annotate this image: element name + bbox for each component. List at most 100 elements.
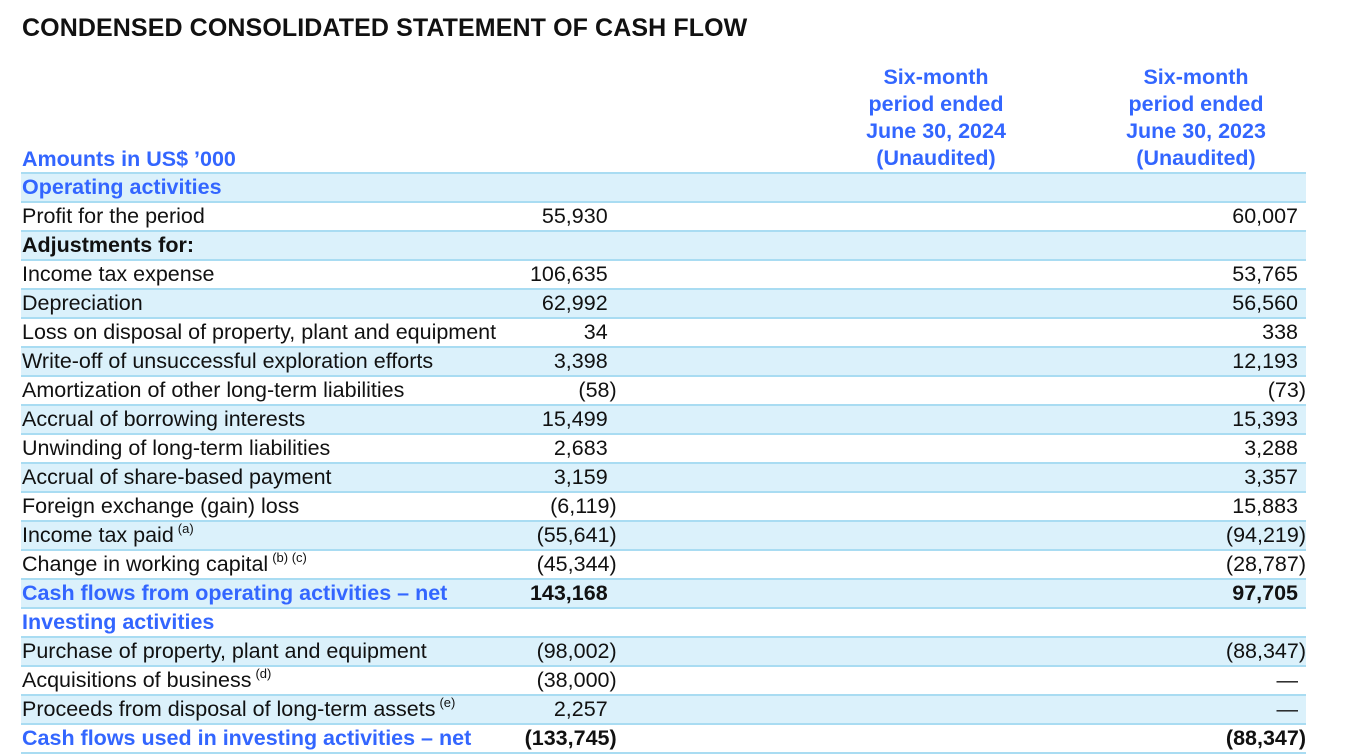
row-label-text: Change in working capital <box>22 552 269 576</box>
column-header-line: Six-month <box>1143 65 1249 89</box>
column-header-line: (Unaudited) <box>876 146 996 170</box>
row-label: Write-off of unsuccessful exploration ef… <box>21 347 450 377</box>
value-2024: 62,992 <box>449 289 878 319</box>
footnote-marker: (b) (c) <box>272 550 307 565</box>
value-2023 <box>877 608 1306 638</box>
value-2024: (55,641) <box>449 521 878 551</box>
row-label-text: Acquisitions of business <box>22 668 252 692</box>
value-2024: (38,000) <box>449 666 878 696</box>
row-label-text: Foreign exchange (gain) loss <box>22 494 300 518</box>
value-2023: 56,560 <box>877 289 1306 319</box>
table-row: Loss on disposal of property, plant and … <box>21 318 1306 348</box>
value-2024: 106,635 <box>449 260 878 290</box>
table-row: Income tax expense 106,635 53,765 <box>21 260 1306 290</box>
row-label-text: Purchase of property, plant and equipmen… <box>22 639 427 663</box>
table-row: Depreciation 62,992 56,560 <box>21 289 1306 319</box>
value-2023: 60,007 <box>877 202 1306 232</box>
value-2024 <box>449 231 878 261</box>
value-2023: (88,347) <box>877 637 1306 667</box>
row-label-text: Unwinding of long-term liabilities <box>22 436 331 460</box>
row-label: Cash flows from operating activities – n… <box>21 579 450 609</box>
table-row: Operating activities <box>21 174 1306 203</box>
row-label-text: Write-off of unsuccessful exploration ef… <box>22 349 434 373</box>
row-label-text: Investing activities <box>22 610 215 634</box>
row-label: Depreciation <box>21 289 450 319</box>
table-row: Accrual of share-based payment 3,159 3,3… <box>21 463 1306 493</box>
row-label: Foreign exchange (gain) loss <box>21 492 450 522</box>
footnote-marker: (a) <box>177 521 194 536</box>
row-label: Operating activities <box>21 174 450 203</box>
value-2024: 143,168 <box>449 579 878 609</box>
header-divider <box>21 172 1306 174</box>
value-2023: (88,347) <box>877 724 1306 754</box>
table-row: Amortization of other long-term liabilit… <box>21 376 1306 406</box>
value-2023: 15,883 <box>877 492 1306 522</box>
row-label-text: Adjustments for: <box>22 233 194 257</box>
value-2023: 15,393 <box>877 405 1306 435</box>
value-2024: 2,683 <box>449 434 878 464</box>
cash-flow-table: Operating activities Profit for the peri… <box>21 174 1306 754</box>
row-label-text: Accrual of share-based payment <box>22 465 332 489</box>
row-label: Adjustments for: <box>21 231 450 261</box>
value-2023: — <box>877 695 1306 725</box>
column-header-line: June 30, 2024 <box>866 119 1006 143</box>
value-2024: (98,002) <box>449 637 878 667</box>
table-row: Adjustments for: <box>21 231 1306 261</box>
row-label: Income tax paid (a) <box>21 521 450 551</box>
value-2024: 3,398 <box>449 347 878 377</box>
row-label: Accrual of borrowing interests <box>21 405 450 435</box>
table-row: Cash flows from operating activities – n… <box>21 579 1306 609</box>
row-label-text: Amortization of other long-term liabilit… <box>22 378 405 402</box>
row-label: Loss on disposal of property, plant and … <box>21 318 496 348</box>
row-label-text: Cash flows from operating activities – n… <box>22 581 448 605</box>
value-2023: 53,765 <box>877 260 1306 290</box>
table-row: Foreign exchange (gain) loss (6,119) 15,… <box>21 492 1306 522</box>
value-2024: 15,499 <box>449 405 878 435</box>
row-label-text: Loss on disposal of property, plant and … <box>22 320 497 344</box>
column-header-line: Six-month <box>883 65 989 89</box>
row-label: Change in working capital (b) (c) <box>21 550 450 580</box>
row-label: Acquisitions of business (d) <box>21 666 450 696</box>
row-label: Investing activities <box>21 608 450 638</box>
row-label: Accrual of share-based payment <box>21 463 450 493</box>
table-row: Write-off of unsuccessful exploration ef… <box>21 347 1306 377</box>
row-label: Cash flows used in investing activities … <box>21 724 471 754</box>
amounts-unit-label: Amounts in US$ ’000 <box>22 147 236 171</box>
column-header-line: June 30, 2023 <box>1126 119 1266 143</box>
value-2024: (58) <box>449 376 878 406</box>
value-2024 <box>449 174 878 203</box>
row-label-text: Accrual of borrowing interests <box>22 407 306 431</box>
table-row: Cash flows used in investing activities … <box>21 724 1306 754</box>
row-label: Purchase of property, plant and equipmen… <box>21 637 450 667</box>
table-row: Income tax paid (a) (55,641) (94,219) <box>21 521 1306 551</box>
value-2024: 2,257 <box>449 695 878 725</box>
value-2024: 34 <box>449 318 878 348</box>
row-label: Income tax expense <box>21 260 450 290</box>
column-header-2023: Six-month period ended June 30, 2023 (Un… <box>1081 64 1311 172</box>
value-2023 <box>877 231 1306 261</box>
row-label-text: Operating activities <box>22 175 222 199</box>
value-2023: 97,705 <box>877 579 1306 609</box>
table-row: Accrual of borrowing interests 15,499 15… <box>21 405 1306 435</box>
value-2023: 3,357 <box>877 463 1306 493</box>
footnote-marker: (e) <box>439 695 456 710</box>
footnote-marker: (d) <box>255 666 272 681</box>
row-label: Unwinding of long-term liabilities <box>21 434 450 464</box>
row-label-text: Income tax expense <box>22 262 215 286</box>
column-header-line: (Unaudited) <box>1136 146 1256 170</box>
column-header-line: period ended <box>1128 92 1264 116</box>
value-2023: 338 <box>877 318 1306 348</box>
value-2024: 3,159 <box>449 463 878 493</box>
row-label-text: Cash flows used in investing activities … <box>22 726 472 750</box>
value-2023: 12,193 <box>877 347 1306 377</box>
table-row: Proceeds from disposal of long-term asse… <box>21 695 1306 725</box>
table-row: Change in working capital (b) (c) (45,344… <box>21 550 1306 580</box>
statement-title: CONDENSED CONSOLIDATED STATEMENT OF CASH… <box>22 14 748 42</box>
column-header-2024: Six-month period ended June 30, 2024 (Un… <box>821 64 1051 172</box>
row-label-text: Income tax paid <box>22 523 174 547</box>
row-label: Profit for the period <box>21 202 450 232</box>
table-row: Acquisitions of business (d) (38,000) — <box>21 666 1306 696</box>
row-label-text: Profit for the period <box>22 204 205 228</box>
value-2023: (28,787) <box>877 550 1306 580</box>
row-label-text: Proceeds from disposal of long-term asse… <box>22 697 436 721</box>
